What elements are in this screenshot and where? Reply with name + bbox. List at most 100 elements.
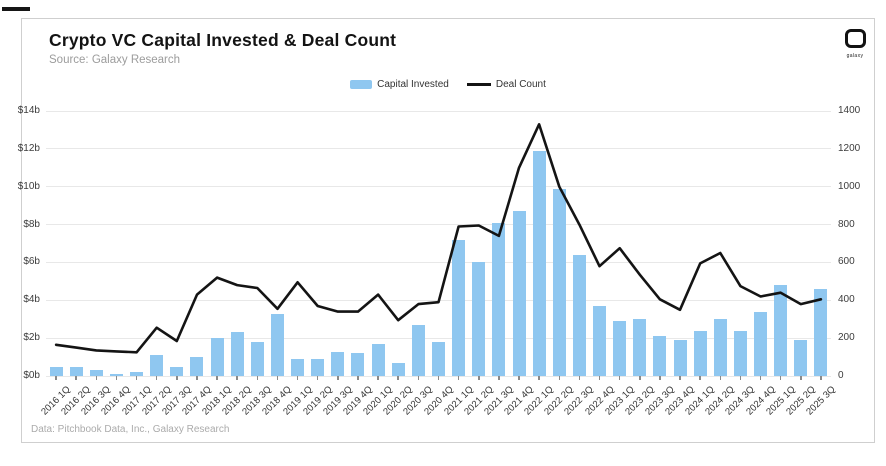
- x-tick-mark: [739, 376, 742, 380]
- capital-invested-bar: [653, 336, 667, 376]
- x-tick-mark: [759, 376, 762, 380]
- galaxy-logo-icon: [844, 29, 866, 48]
- y-tick-label-left: $2b: [23, 332, 40, 344]
- capital-invested-bar: [291, 358, 305, 376]
- x-tick-mark: [115, 376, 118, 380]
- footer-note: Data: Pitchbook Data, Inc., Galaxy Resea…: [31, 424, 230, 435]
- capital-invested-bar: [411, 324, 425, 376]
- x-tick-mark: [478, 376, 480, 380]
- chart-card: Crypto VC Capital Invested & Deal Count …: [17, 18, 875, 443]
- capital-invested-bar: [49, 367, 63, 376]
- capital-invested-bar: [794, 340, 808, 376]
- capital-invested-bar: [170, 367, 184, 376]
- gridline: [46, 186, 831, 188]
- capital-invested-bar: [331, 352, 345, 376]
- capital-invested-bar: [109, 374, 123, 376]
- capital-invested-bar: [432, 341, 445, 376]
- capital-invested-bar: [190, 357, 204, 376]
- page-title: Crypto VC Capital Invested & Deal Count: [49, 30, 397, 50]
- capital-invested-bar: [492, 222, 506, 376]
- y-tick-label-right: 400: [838, 294, 855, 306]
- deal-count-polyline: [54, 123, 823, 354]
- x-tick-mark: [135, 376, 138, 380]
- x-tick-mark: [377, 376, 379, 380]
- capital-invested-bar: [552, 188, 566, 376]
- capital-invested-bar: [311, 358, 325, 376]
- y-tick-label-right: 600: [838, 256, 855, 268]
- gridline: [46, 337, 831, 339]
- x-tick-mark: [417, 376, 420, 380]
- x-tick-mark: [296, 376, 299, 380]
- capital-invested-bar: [210, 338, 224, 376]
- capital-invested-bar: [452, 239, 466, 376]
- x-tick-mark: [316, 376, 319, 380]
- y-tick-label-left: $14b: [17, 105, 40, 116]
- capital-invested-bar: [754, 311, 768, 376]
- y-tick-label-left: $0b: [23, 370, 40, 381]
- x-tick-mark: [457, 376, 460, 380]
- x-tick-mark: [55, 376, 57, 380]
- y-tick-label-right: 0: [838, 370, 844, 381]
- capital-invested-bar: [270, 313, 284, 376]
- y-tick-label-right: 1200: [838, 142, 861, 154]
- x-tick-mark: [216, 376, 218, 380]
- capital-invested-bar: [89, 370, 103, 376]
- capital-invested-bar: [593, 305, 607, 376]
- page-subtitle: Source: Galaxy Research: [49, 54, 181, 66]
- x-tick-mark: [578, 376, 581, 380]
- x-tick-mark: [196, 376, 198, 380]
- x-tick-mark: [176, 376, 178, 380]
- plot-area: [46, 110, 831, 377]
- x-tick-mark: [256, 376, 259, 380]
- x-tick-mark: [397, 376, 399, 380]
- capital-invested-bar: [150, 355, 164, 376]
- x-axis: 2016 1Q 2016 2Q 2016 3Q 2016 4Q 2017 1Q 2017 …: [39, 376, 838, 431]
- deal-count-line: [54, 123, 823, 354]
- top-left-dash: [2, 7, 30, 11]
- galaxy-logo: galaxy: [838, 29, 872, 59]
- x-tick-mark: [276, 376, 279, 380]
- capital-invested-bar: [613, 321, 627, 376]
- capital-invested-bar: [130, 372, 144, 376]
- y-tick-label-left: $4b: [23, 294, 40, 306]
- x-tick-mark: [699, 376, 701, 380]
- x-tick-mark: [236, 376, 238, 380]
- capital-invested-bar: [572, 254, 586, 376]
- y-tick-label-right: 200: [838, 332, 855, 344]
- capital-invested-bar: [391, 362, 405, 376]
- legend-item-capital-invested: Capital Invested: [350, 79, 449, 90]
- x-tick-mark: [95, 376, 98, 380]
- x-tick-mark: [538, 376, 540, 380]
- capital-invested-bar: [230, 332, 244, 376]
- x-tick-mark: [75, 376, 77, 380]
- legend-item-deal-count: Deal Count: [466, 79, 546, 90]
- x-tick-mark: [337, 376, 339, 380]
- capital-invested-bar: [733, 330, 747, 376]
- y-tick-label-left: $12b: [17, 142, 40, 154]
- x-tick-mark: [518, 376, 520, 380]
- x-tick-mark: [719, 376, 722, 380]
- capital-invested-bar: [512, 211, 526, 376]
- x-tick-mark: [357, 376, 359, 380]
- capital-invested-bar: [774, 285, 788, 376]
- y-tick-label-left: $10b: [17, 180, 40, 192]
- capital-invested-bar: [693, 330, 707, 376]
- x-tick-mark: [437, 376, 440, 380]
- gridline: [46, 148, 831, 150]
- y-tick-label-right: 1000: [838, 180, 861, 192]
- y-tick-label-left: $6b: [23, 256, 40, 268]
- x-tick-mark: [155, 376, 158, 380]
- chart-legend: Capital Invested Deal Count: [22, 79, 874, 90]
- y-tick-label-right: 1400: [838, 105, 861, 116]
- y-tick-label-left: $8b: [23, 218, 40, 230]
- capital-invested-bar: [472, 262, 486, 376]
- capital-invested-bar: [69, 366, 83, 376]
- gridline: [46, 110, 831, 112]
- x-tick-mark: [800, 376, 802, 380]
- deal-count-swatch-icon: [466, 83, 491, 86]
- capital-invested-bar: [713, 319, 727, 376]
- x-tick-mark: [639, 376, 641, 380]
- x-tick-mark: [598, 376, 601, 380]
- capital-invested-bar: [814, 288, 828, 376]
